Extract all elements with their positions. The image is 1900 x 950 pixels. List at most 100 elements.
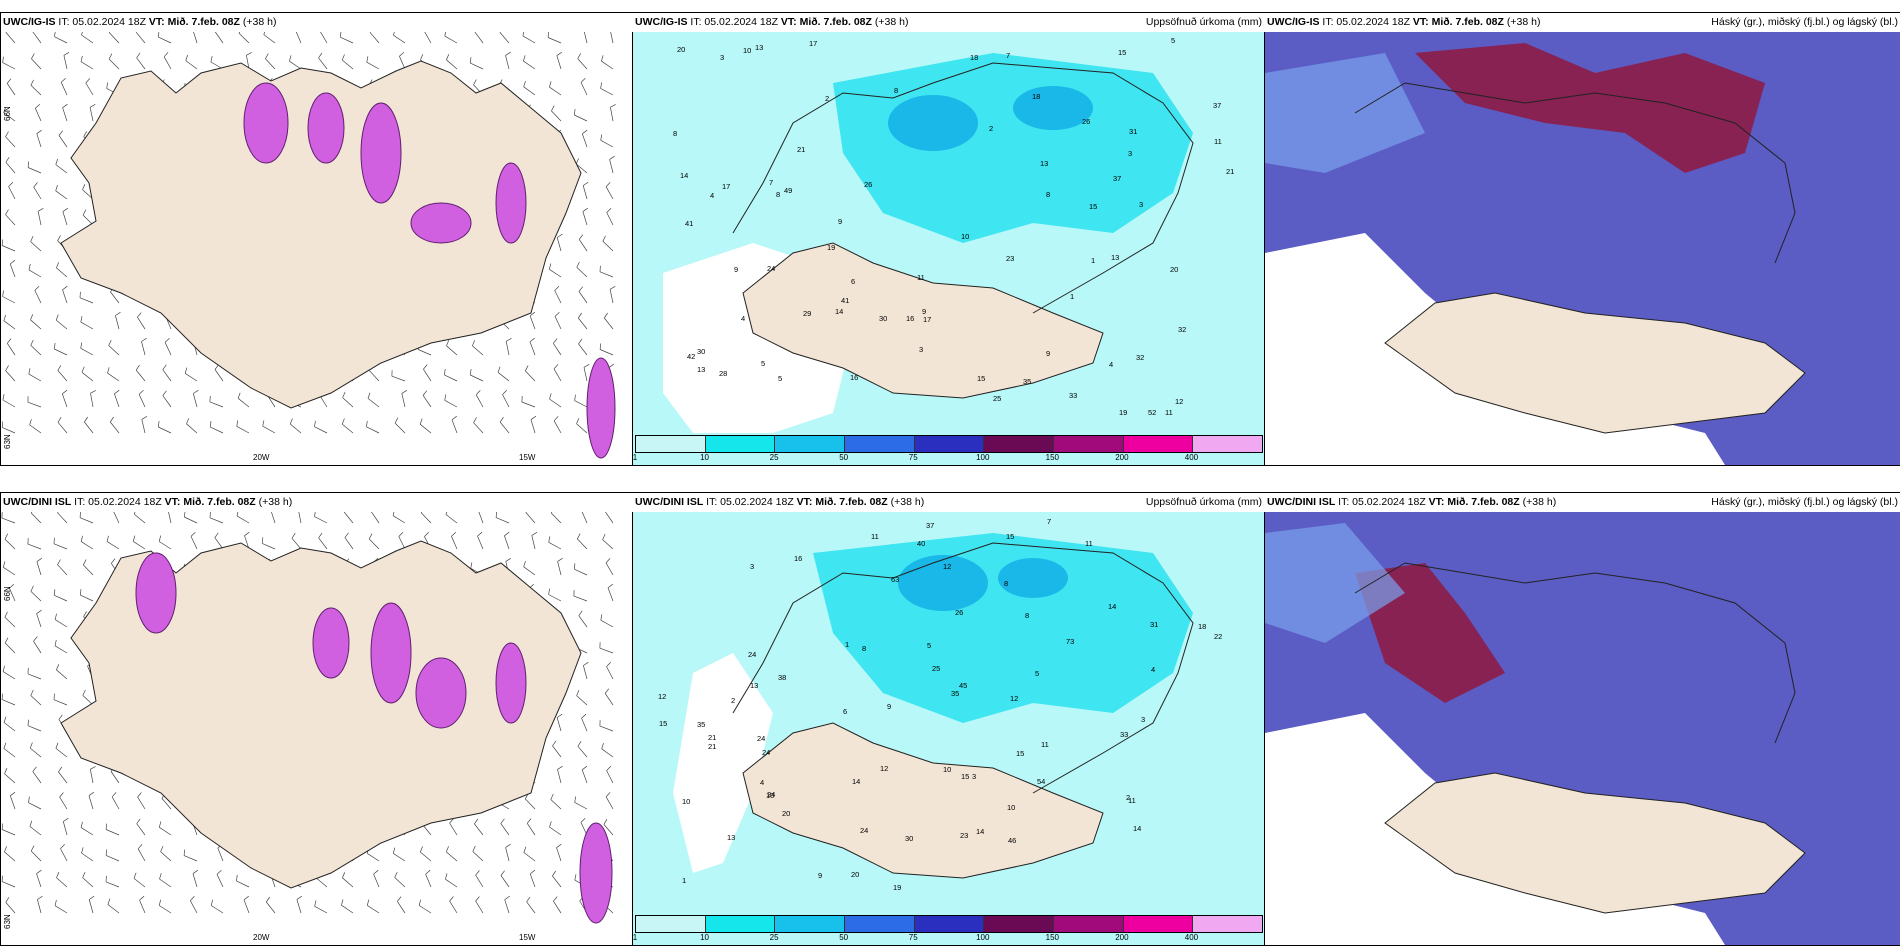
wind-barb xyxy=(27,673,42,680)
wind-barb xyxy=(29,826,42,836)
precip-value: 15 xyxy=(1118,48,1126,57)
wind-barb xyxy=(554,316,562,330)
wind-barb xyxy=(110,771,120,784)
colorbar-tick-label: 10 xyxy=(700,453,709,462)
wind-barb xyxy=(392,515,406,524)
wind-barb-feather xyxy=(57,235,61,241)
colorbar-tick-label: 75 xyxy=(908,453,918,462)
precip-value: 24 xyxy=(762,748,770,757)
wind-barb xyxy=(36,561,42,576)
wind-barb xyxy=(217,847,224,862)
wind-barb-feather xyxy=(605,558,611,564)
wind-barb xyxy=(159,905,172,914)
precip-dry-area xyxy=(673,653,773,873)
colorbar-tick-label: 50 xyxy=(839,933,849,942)
wind-barb xyxy=(601,60,614,70)
wind-barb xyxy=(548,541,562,550)
wind-barb xyxy=(500,875,510,888)
wind-barb xyxy=(192,393,198,408)
wind-barb xyxy=(1,517,16,524)
wind-barb xyxy=(30,345,42,356)
precip-value: 73 xyxy=(1066,637,1074,646)
wind-barb xyxy=(80,347,94,356)
wind-barb xyxy=(394,422,406,434)
wind-barb-feather xyxy=(398,532,404,537)
wind-barb-feather xyxy=(210,56,213,63)
wind-barb-feather xyxy=(373,869,379,875)
wind-barb-feather xyxy=(2,290,4,297)
precip-value: 10 xyxy=(961,232,969,241)
wind-barb xyxy=(3,722,16,732)
wind-barb-feather xyxy=(583,661,589,666)
wind-barb-feather xyxy=(344,532,349,538)
precip-value: 12 xyxy=(880,764,888,773)
precip-value: 8 xyxy=(894,86,898,95)
wind-barb xyxy=(30,512,42,524)
wind-barb xyxy=(449,900,458,914)
wind-barb-feather xyxy=(392,847,396,854)
wind-barb xyxy=(30,85,42,96)
wind-barb-feather xyxy=(82,209,87,216)
wind-barb-feather xyxy=(237,392,241,399)
precip-value: 25 xyxy=(932,664,940,673)
wind-barb-feather xyxy=(547,31,549,38)
wind-barb xyxy=(548,594,562,602)
precip-value: 18 xyxy=(1032,92,1040,101)
wind-barb xyxy=(80,594,94,602)
wind-barb xyxy=(370,511,380,524)
wind-barb-feather xyxy=(53,693,55,700)
wind-barb-feather xyxy=(29,820,33,827)
wind-barb xyxy=(599,271,614,278)
wind-barb-feather xyxy=(474,818,479,825)
wind-barb xyxy=(526,901,536,914)
wind-barb xyxy=(495,517,510,524)
wind-barb xyxy=(600,139,614,148)
wind-barb xyxy=(81,852,94,862)
wind-barb xyxy=(497,372,510,382)
wind-barb-feather xyxy=(600,134,603,141)
wind-barb-feather xyxy=(33,182,38,188)
wind-barb-feather xyxy=(573,563,576,570)
wind-barb xyxy=(81,34,94,44)
wind-barb xyxy=(367,905,380,914)
wind-barb xyxy=(105,829,120,836)
wind-barb xyxy=(499,32,510,44)
wind-barb-feather xyxy=(578,312,582,319)
wind-barb-feather xyxy=(31,53,35,59)
lat-label-63: 63N xyxy=(3,914,12,929)
wind-barb-feather xyxy=(34,286,40,291)
precip-value: 4 xyxy=(1151,665,1155,674)
wind-barb-feather xyxy=(553,416,559,422)
wind-barb-feather xyxy=(81,847,84,854)
wind-barb-feather xyxy=(401,389,408,394)
wind-barb-feather xyxy=(30,585,34,592)
panel-header: UWC/DINI ISL IT: 05.02.2024 18Z VT: Mið.… xyxy=(633,493,1265,512)
wind-barb xyxy=(28,802,42,810)
wind-barb xyxy=(159,878,172,888)
wind-barb xyxy=(9,795,16,810)
precip-value: 42 xyxy=(687,352,695,361)
wind-barb-feather xyxy=(60,844,65,849)
wind-barb xyxy=(162,369,172,382)
wind-barb-feather xyxy=(529,869,536,875)
wind-barb xyxy=(263,34,276,44)
wind-barb xyxy=(1,699,16,706)
wind-barb-feather xyxy=(1,875,3,882)
wind-barb xyxy=(2,427,16,434)
lon-label-15: 15W xyxy=(519,453,536,462)
wind-barb xyxy=(419,905,432,914)
precip-map-panel-row2: 13 11 16 14 15 38 24 24 31 73 35 37 54 35 19 11 14 12 10 20… xyxy=(632,492,1266,946)
wind-barb xyxy=(61,393,68,408)
wind-barb xyxy=(209,401,224,408)
precip-value: 5 xyxy=(1035,669,1039,678)
wind-barb-feather xyxy=(3,314,7,321)
wind-barb-feather xyxy=(2,561,6,568)
wind-barb-feather xyxy=(553,364,559,370)
wind-barb xyxy=(341,59,354,70)
wind-barb xyxy=(602,539,614,550)
wind-barb-feather xyxy=(548,588,550,595)
wind-barb-feather xyxy=(107,367,110,374)
wind-barb xyxy=(88,899,94,914)
wind-barb xyxy=(341,423,354,434)
precip-value: 25 xyxy=(993,394,1001,403)
